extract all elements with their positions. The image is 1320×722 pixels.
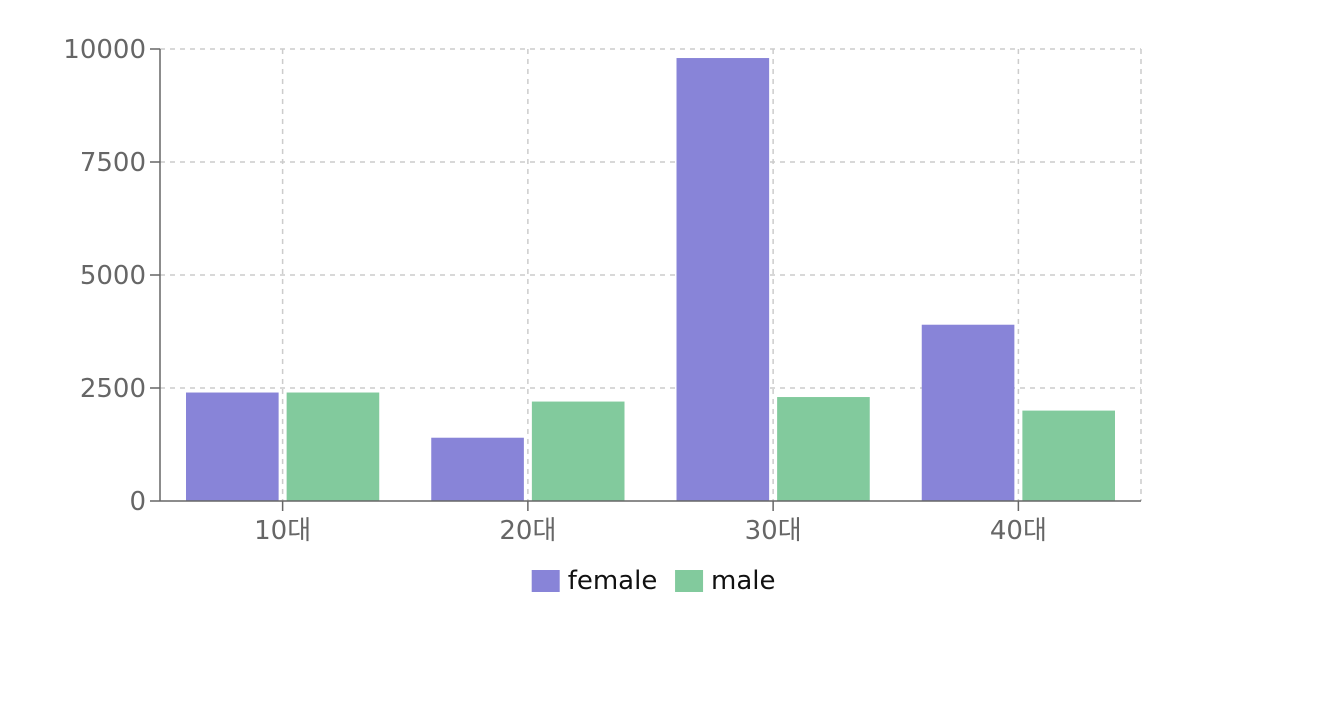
- bar-male-3[interactable]: [777, 397, 870, 501]
- legend-label: female: [568, 566, 658, 596]
- x-tick-label: 40대: [990, 516, 1047, 546]
- axes: 0 2500 5000 7500 10000 10대 20대 30대 40대: [63, 35, 1141, 546]
- bar-female-3[interactable]: [676, 58, 770, 501]
- bar-female-4[interactable]: [921, 324, 1015, 501]
- y-tick-label: 2500: [80, 374, 146, 404]
- bars: [186, 58, 1115, 501]
- legend-item-male[interactable]: male: [675, 566, 776, 596]
- bar-male-4[interactable]: [1022, 410, 1115, 501]
- bar-female-1[interactable]: [186, 392, 279, 501]
- legend-swatch: [531, 570, 560, 592]
- x-tick-label: 30대: [745, 516, 802, 546]
- legend-swatch: [675, 570, 704, 592]
- y-tick-label: 0: [129, 487, 146, 517]
- x-tick-label: 10대: [254, 516, 311, 546]
- legend: female male: [531, 566, 776, 596]
- bar-male-2[interactable]: [531, 401, 625, 501]
- x-tick-label: 20대: [499, 516, 556, 546]
- legend-label: male: [711, 566, 775, 596]
- legend-item-female[interactable]: female: [531, 566, 658, 596]
- y-tick-label: 5000: [80, 261, 146, 291]
- grid: [160, 48, 1142, 501]
- y-tick-label: 10000: [63, 35, 146, 65]
- bar-male-1[interactable]: [286, 392, 380, 501]
- bar-female-2[interactable]: [431, 437, 524, 501]
- y-tick-label: 7500: [80, 148, 146, 178]
